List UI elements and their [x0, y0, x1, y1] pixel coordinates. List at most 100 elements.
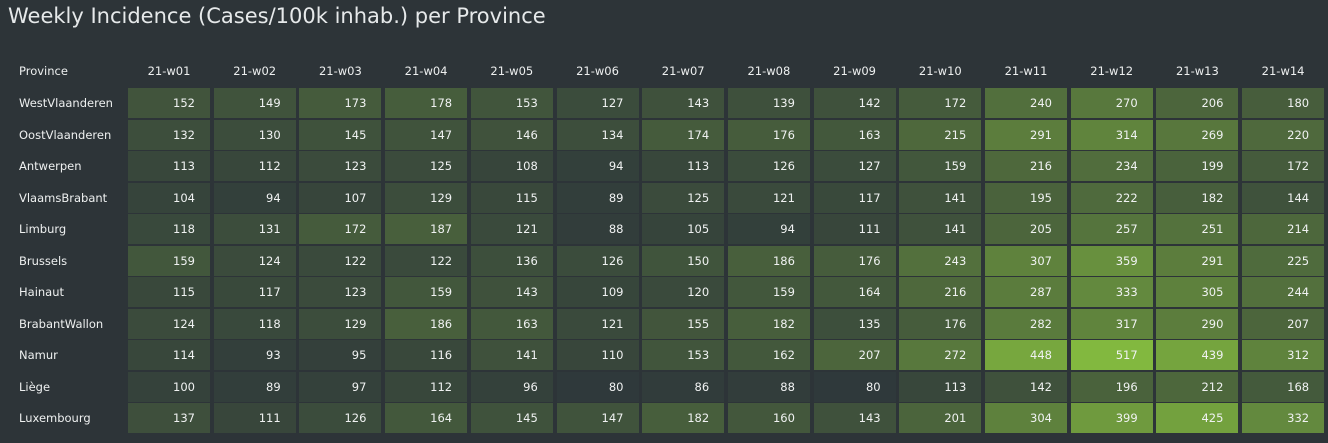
- heatmap-cell: 143: [470, 277, 553, 307]
- heatmap-cell: 121: [727, 182, 810, 213]
- heatmap-cell: 111: [813, 214, 896, 244]
- heatmap-cell: 216: [899, 277, 982, 307]
- column-header-21-w12: 21-w12: [1090, 64, 1134, 78]
- heatmap-cell: 127: [556, 88, 639, 118]
- row-label-limburg: Limburg: [19, 222, 67, 236]
- row-label-brussels: Brussels: [19, 253, 68, 268]
- heatmap-cell: 141: [470, 340, 553, 370]
- row-label-luxembourg: Luxembourg: [19, 411, 91, 425]
- heatmap-cell: 291: [985, 119, 1067, 150]
- heatmap-cell: 305: [1156, 277, 1239, 307]
- heatmap-cell: 312: [1242, 340, 1325, 370]
- heatmap-cell: 108: [470, 151, 553, 181]
- heatmap-cell: 199: [1156, 151, 1239, 181]
- heatmap-cell: 163: [470, 308, 553, 339]
- heatmap-cell: 121: [556, 308, 639, 339]
- heatmap-cell: 130: [213, 119, 296, 150]
- heatmap-cell: 118: [128, 214, 210, 244]
- heatmap-cell: 144: [1242, 182, 1325, 213]
- heatmap-cell: 125: [385, 151, 468, 181]
- heatmap-cell: 159: [385, 277, 468, 307]
- heatmap-cell: 160: [727, 403, 810, 433]
- heatmap-cell: 168: [1242, 371, 1325, 402]
- heatmap-cell: 207: [813, 340, 896, 370]
- column-header-21-w09: 21-w09: [833, 64, 876, 78]
- heatmap-cell: 216: [985, 151, 1067, 181]
- heatmap-cell: 153: [642, 340, 725, 370]
- heatmap-cell: 94: [213, 182, 296, 213]
- heatmap-cell: 214: [1242, 214, 1325, 244]
- heatmap-cell: 159: [128, 245, 210, 276]
- heatmap-cell: 172: [1242, 151, 1325, 181]
- column-header-21-w02: 21-w02: [233, 64, 277, 78]
- heatmap-cell: 123: [299, 277, 382, 307]
- heatmap-cell: 304: [985, 403, 1067, 433]
- heatmap-cell: 257: [1070, 214, 1153, 244]
- heatmap-cell: 112: [213, 151, 296, 181]
- heatmap-cell: 149: [213, 88, 296, 118]
- heatmap-cell: 173: [299, 88, 382, 118]
- heatmap-cell: 164: [813, 277, 896, 307]
- heatmap-cell: 439: [1156, 340, 1239, 370]
- heatmap-cell: 244: [1242, 277, 1325, 307]
- heatmap-cell: 333: [1070, 277, 1153, 307]
- heatmap-cell: 105: [642, 214, 725, 244]
- heatmap-cell: 107: [299, 182, 382, 213]
- heatmap-cell: 146: [470, 119, 553, 150]
- heatmap-cell: 220: [1242, 119, 1325, 150]
- heatmap-cell: 93: [213, 340, 296, 370]
- heatmap-cell: 162: [727, 340, 810, 370]
- heatmap-cell: 172: [299, 214, 382, 244]
- row-label-vlaamsbrabant: VlaamsBrabant: [19, 190, 108, 205]
- heatmap-cell: 215: [899, 119, 982, 150]
- header-row: Province 21-w01 21-w02 21-w03 21-w04 21-w05 2…: [0, 56, 1328, 86]
- heatmap-cell: 517: [1070, 340, 1153, 370]
- heatmap-cell: 234: [1070, 151, 1153, 181]
- heatmap-cell: 86: [642, 371, 725, 402]
- heatmap-cell: 88: [727, 371, 810, 402]
- heatmap-cell: 109: [556, 277, 639, 307]
- heatmap-cell: 291: [1156, 245, 1239, 276]
- heatmap-cell: 317: [1070, 308, 1153, 339]
- heatmap-cell: 164: [385, 403, 468, 433]
- column-header-21-w08: 21-w08: [747, 64, 791, 78]
- heatmap-cell: 110: [556, 340, 639, 370]
- column-header-21-w05: 21-w05: [490, 64, 534, 78]
- column-header-21-w03: 21-w03: [318, 64, 362, 78]
- heatmap-cell: 114: [128, 340, 210, 370]
- heatmap-cell: 111: [213, 403, 296, 433]
- heatmap-cell: 172: [899, 88, 982, 118]
- heatmap-cell: 89: [556, 182, 639, 213]
- heatmap-cell: 115: [470, 182, 553, 213]
- heatmap-cell: 118: [213, 308, 296, 339]
- heatmap-cell: 222: [1070, 182, 1153, 213]
- heatmap-cell: 287: [985, 277, 1067, 307]
- heatmap-cell: 359: [1070, 245, 1153, 276]
- heatmap-cell: 399: [1070, 403, 1153, 433]
- heatmap-cell: 121: [470, 214, 553, 244]
- heatmap-cell: 115: [128, 277, 210, 307]
- heatmap-cell: 113: [899, 371, 982, 402]
- heatmap-cell: 113: [642, 151, 725, 181]
- heatmap-cell: 182: [1156, 182, 1239, 213]
- heatmap-cell: 182: [727, 308, 810, 339]
- column-header-21-w13: 21-w13: [1175, 64, 1219, 78]
- heatmap-cell: 270: [1070, 88, 1153, 118]
- heatmap-cell: 124: [213, 245, 296, 276]
- heatmap-cell: 282: [985, 308, 1067, 339]
- heatmap-cell: 136: [470, 245, 553, 276]
- heatmap-cell: 125: [642, 182, 725, 213]
- heatmap-cell: 163: [813, 119, 896, 150]
- heatmap-cell: 122: [299, 245, 382, 276]
- heatmap-cell: 147: [385, 119, 468, 150]
- heatmap-cell: 448: [985, 340, 1067, 370]
- heatmap-cell: 104: [128, 182, 210, 213]
- heatmap-cell: 126: [556, 245, 639, 276]
- column-header-21-w11: 21-w11: [1004, 64, 1048, 78]
- column-header-21-w14: 21-w14: [1261, 64, 1305, 78]
- heatmap-cell: 178: [385, 88, 468, 118]
- heatmap-cell: 195: [985, 182, 1067, 213]
- heatmap-cell: 187: [385, 214, 468, 244]
- heatmap-cell: 186: [727, 245, 810, 276]
- row-label-oostvlaanderen: OostVlaanderen: [19, 127, 112, 142]
